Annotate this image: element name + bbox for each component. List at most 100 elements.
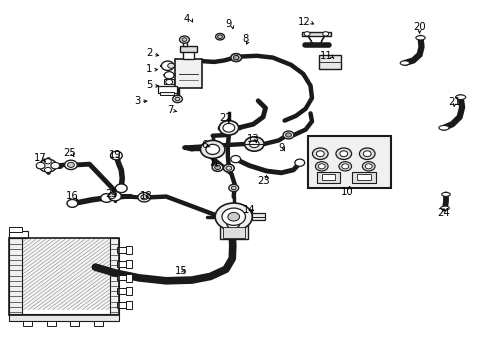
Circle shape: [318, 164, 325, 169]
Bar: [94, 321, 102, 326]
Text: 5: 5: [145, 80, 152, 90]
Circle shape: [222, 208, 245, 225]
Bar: [117, 275, 126, 280]
Circle shape: [167, 63, 174, 68]
Bar: [117, 288, 126, 294]
Bar: [175, 59, 202, 88]
Text: 13: 13: [246, 134, 259, 144]
Bar: [9, 231, 28, 238]
Circle shape: [230, 54, 241, 62]
Circle shape: [223, 164, 234, 172]
Bar: [160, 92, 174, 95]
Text: 4: 4: [183, 14, 189, 24]
Circle shape: [219, 121, 238, 135]
Circle shape: [172, 95, 182, 103]
Text: 25: 25: [105, 189, 118, 199]
Circle shape: [44, 159, 51, 164]
Circle shape: [230, 156, 240, 163]
Circle shape: [179, 36, 189, 43]
Bar: [223, 227, 244, 238]
Circle shape: [67, 162, 74, 167]
Circle shape: [294, 159, 304, 166]
Circle shape: [231, 186, 236, 190]
Circle shape: [217, 35, 222, 39]
Text: 25: 25: [63, 148, 76, 158]
Circle shape: [283, 131, 293, 139]
Bar: [180, 46, 196, 52]
Bar: [117, 302, 126, 308]
Circle shape: [215, 33, 224, 40]
Circle shape: [205, 144, 219, 154]
Bar: [117, 247, 126, 253]
Circle shape: [182, 38, 186, 41]
Bar: [158, 86, 176, 93]
Bar: [9, 227, 22, 232]
Text: 23: 23: [257, 176, 270, 186]
Circle shape: [322, 32, 328, 36]
Text: 22: 22: [219, 113, 232, 123]
Text: 9: 9: [225, 19, 232, 30]
Bar: [321, 174, 335, 180]
Bar: [117, 261, 126, 267]
Circle shape: [312, 148, 327, 159]
Circle shape: [161, 61, 174, 71]
Circle shape: [335, 148, 351, 159]
Bar: [252, 213, 264, 220]
Ellipse shape: [455, 95, 465, 100]
Circle shape: [175, 97, 180, 101]
Text: 3: 3: [134, 96, 140, 106]
Circle shape: [101, 194, 112, 202]
Text: 18: 18: [139, 191, 152, 201]
Circle shape: [359, 148, 374, 159]
Text: 20: 20: [412, 22, 425, 32]
Circle shape: [212, 163, 223, 171]
Text: 10: 10: [340, 186, 353, 197]
Bar: [316, 172, 340, 183]
Bar: [220, 225, 248, 239]
Text: 8: 8: [243, 34, 248, 44]
Bar: [23, 321, 32, 326]
Text: 7: 7: [166, 105, 173, 115]
Text: 17: 17: [34, 153, 46, 163]
Text: 19: 19: [108, 150, 121, 160]
Bar: [302, 32, 330, 36]
Circle shape: [214, 165, 220, 170]
Text: 2: 2: [145, 48, 152, 58]
Circle shape: [39, 159, 57, 172]
Text: 21: 21: [447, 96, 460, 107]
Text: 15: 15: [174, 266, 187, 276]
Text: 9: 9: [277, 143, 284, 153]
Circle shape: [141, 195, 147, 200]
Circle shape: [244, 137, 264, 151]
Circle shape: [108, 192, 121, 201]
Bar: [126, 287, 132, 295]
Text: 14: 14: [243, 204, 255, 215]
Bar: [126, 301, 132, 309]
Ellipse shape: [438, 126, 448, 130]
Circle shape: [339, 151, 347, 157]
Circle shape: [227, 212, 239, 221]
Bar: [182, 41, 186, 46]
Ellipse shape: [399, 61, 409, 65]
Bar: [126, 274, 132, 282]
Circle shape: [338, 162, 351, 171]
Bar: [47, 321, 56, 326]
Circle shape: [51, 162, 60, 169]
Ellipse shape: [440, 206, 448, 210]
Text: 24: 24: [437, 208, 449, 218]
Circle shape: [215, 203, 252, 230]
Circle shape: [64, 160, 77, 170]
Circle shape: [138, 193, 150, 202]
Circle shape: [365, 164, 371, 169]
Text: 12: 12: [298, 17, 310, 27]
Bar: [9, 314, 119, 321]
Bar: [110, 238, 119, 315]
Bar: [9, 238, 21, 315]
Circle shape: [363, 151, 370, 157]
Circle shape: [67, 199, 78, 207]
Circle shape: [225, 166, 231, 170]
Circle shape: [44, 167, 51, 172]
Text: 1: 1: [145, 64, 152, 74]
Circle shape: [316, 151, 324, 157]
Circle shape: [164, 72, 174, 79]
